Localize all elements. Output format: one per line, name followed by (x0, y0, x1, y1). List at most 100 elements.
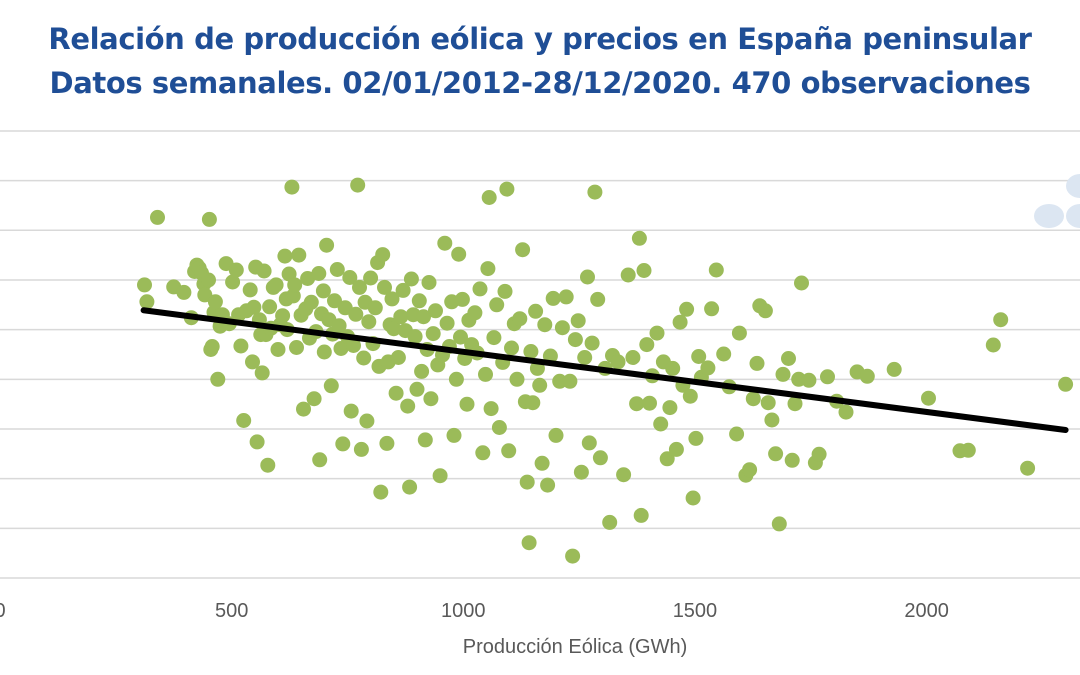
data-point (768, 446, 784, 462)
data-point (287, 277, 303, 293)
watermark-dot (1066, 174, 1080, 198)
data-point (348, 306, 364, 322)
data-point (150, 209, 165, 225)
data-point (284, 179, 300, 195)
data-point (454, 291, 470, 307)
data-point (306, 391, 322, 407)
data-point (225, 274, 241, 290)
data-point (794, 275, 809, 291)
data-point (639, 337, 655, 353)
data-point (534, 455, 550, 471)
data-point (545, 290, 561, 306)
data-point (402, 479, 418, 495)
data-point (277, 248, 293, 264)
data-point (679, 301, 695, 317)
chart-subtitle: Datos semanales. 02/01/2012-28/12/2020. … (49, 66, 1031, 100)
data-point (523, 344, 539, 359)
data-point (532, 377, 548, 393)
data-point (275, 308, 291, 324)
data-point (801, 372, 817, 388)
data-point (246, 299, 262, 315)
data-point (491, 420, 507, 435)
data-point (425, 326, 441, 342)
data-point (312, 452, 328, 468)
data-point (509, 371, 525, 387)
data-point (448, 371, 464, 387)
data-point (329, 262, 345, 277)
data-point (289, 340, 304, 355)
data-point (236, 413, 252, 428)
watermark-dot (1034, 204, 1064, 228)
data-point (245, 354, 260, 370)
data-point (729, 426, 745, 442)
data-point (210, 371, 226, 387)
data-point (439, 315, 455, 331)
data-point (525, 395, 541, 411)
data-point (486, 330, 502, 346)
data-point (197, 287, 213, 303)
data-point (764, 412, 780, 428)
data-point (497, 283, 513, 299)
data-point (775, 366, 791, 382)
data-point (409, 381, 425, 397)
data-point (481, 190, 497, 205)
data-point (379, 435, 395, 451)
data-point (499, 181, 515, 197)
data-point (573, 464, 589, 480)
data-point (985, 337, 1001, 353)
data-point (577, 350, 593, 365)
data-point (377, 279, 392, 295)
data-point (642, 395, 657, 411)
data-point (691, 349, 707, 364)
data-point (373, 484, 389, 500)
data-point (327, 293, 342, 309)
data-point (421, 275, 437, 290)
data-point (716, 346, 732, 362)
data-point (731, 325, 747, 341)
trendline (140, 307, 1069, 433)
data-point (562, 373, 578, 389)
data-point (137, 277, 152, 293)
data-point (400, 398, 416, 414)
data-point (403, 271, 419, 287)
data-point (787, 396, 803, 412)
data-point (519, 474, 535, 490)
data-point (270, 342, 286, 357)
data-point (504, 340, 519, 356)
data-point (921, 390, 936, 406)
data-point (228, 262, 244, 278)
data-point (784, 452, 800, 468)
data-point (393, 309, 409, 325)
data-point (629, 396, 645, 412)
data-point (672, 314, 688, 330)
data-point (353, 441, 369, 457)
data-point (653, 416, 669, 432)
data-point (540, 477, 556, 493)
data-point (359, 413, 375, 429)
data-point (316, 344, 332, 360)
watermark-logo (1034, 174, 1080, 228)
data-point (659, 451, 675, 467)
data-point (515, 242, 531, 258)
data-point (254, 365, 270, 381)
data-point (859, 368, 875, 384)
data-point (233, 338, 249, 354)
data-point (620, 267, 636, 283)
data-point (781, 351, 796, 366)
data-point (1058, 376, 1074, 392)
data-point (201, 211, 217, 227)
data-point (296, 401, 311, 417)
data-point (483, 401, 499, 417)
data-point (432, 468, 448, 484)
data-point (610, 354, 626, 370)
data-point (528, 303, 544, 319)
data-point (303, 294, 319, 310)
data-point (602, 514, 618, 530)
data-point (631, 230, 647, 246)
data-point (335, 436, 351, 452)
data-point (242, 282, 258, 298)
data-point (993, 312, 1009, 328)
data-point (356, 350, 372, 366)
data-point (682, 388, 698, 404)
